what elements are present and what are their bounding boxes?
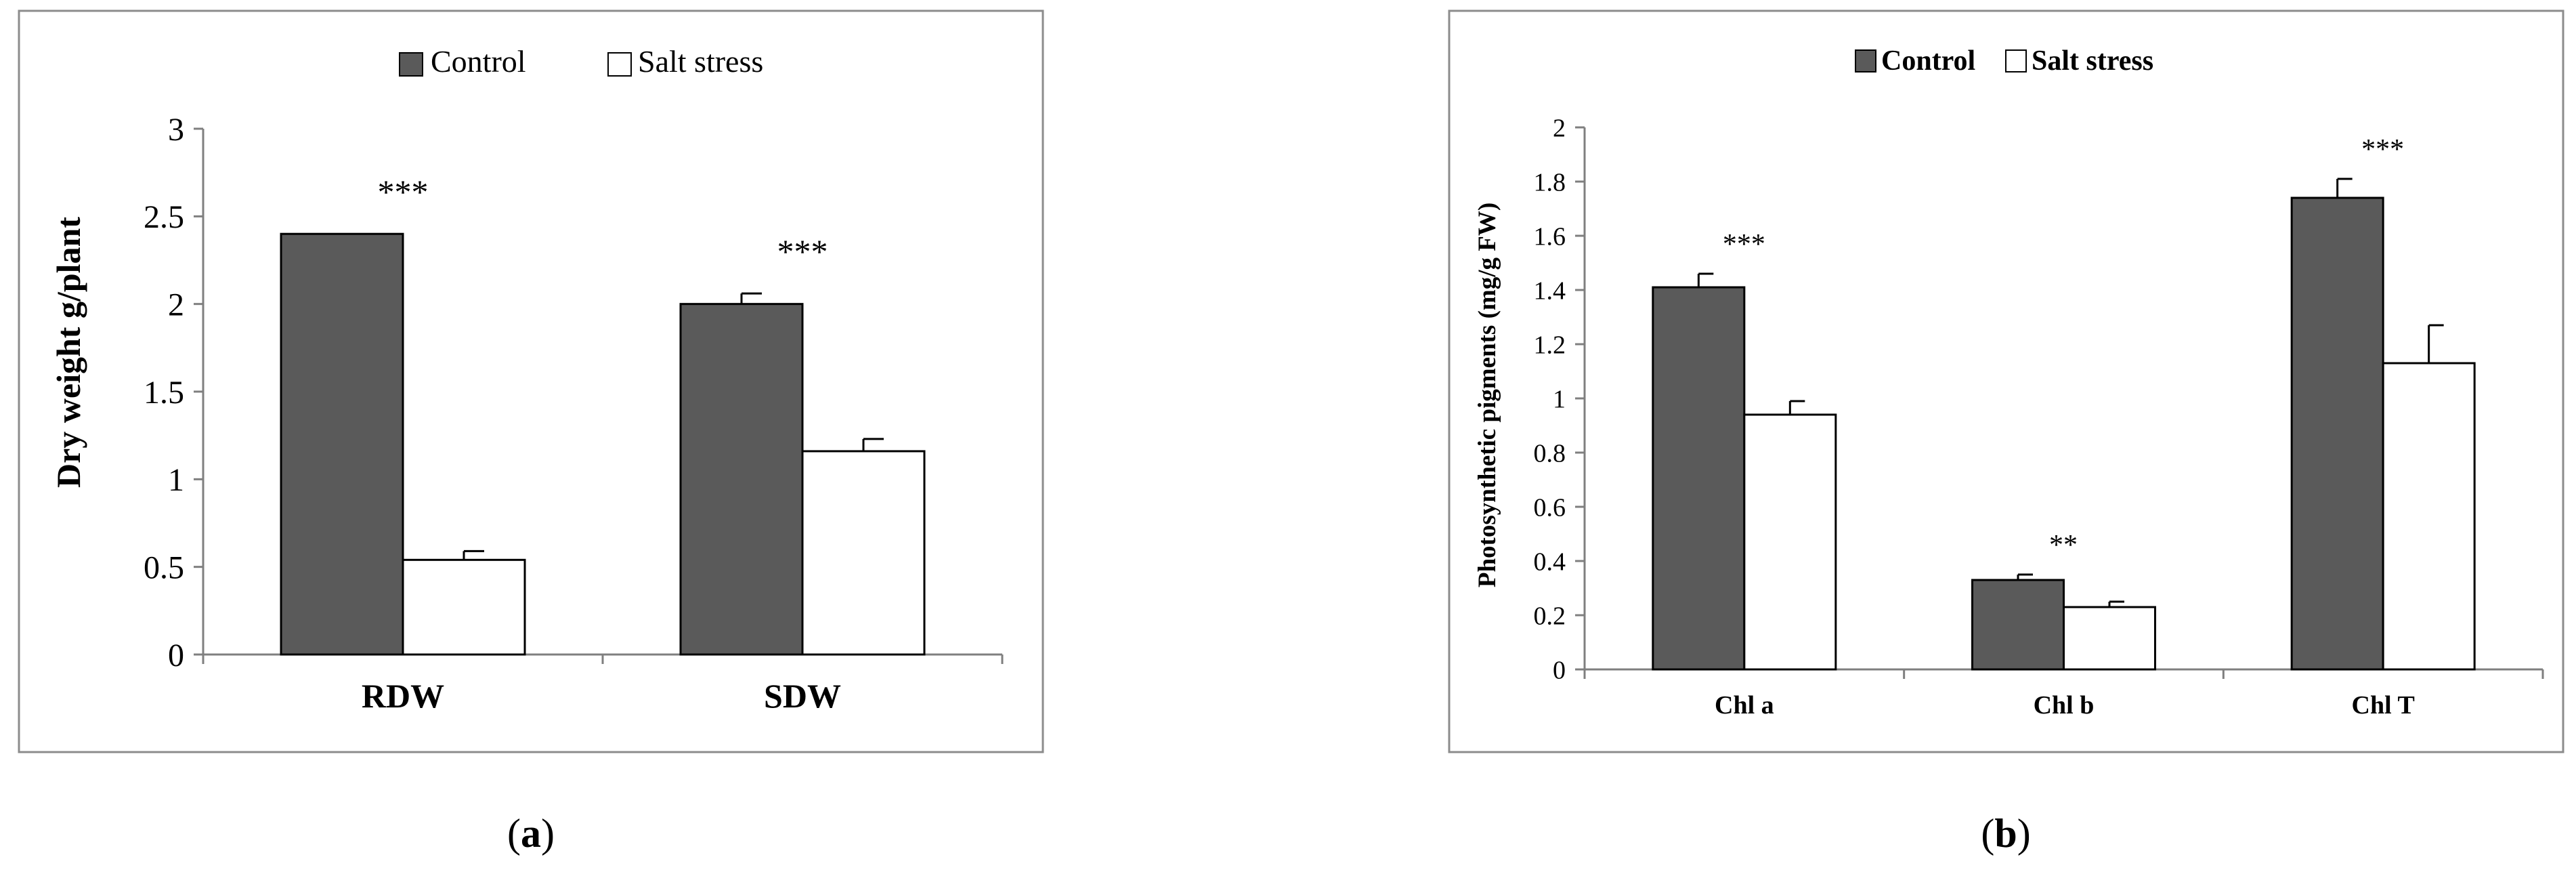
panel-b-y-tick-label: 0.8 — [1534, 439, 1566, 468]
panel-b-y-tick-label: 2 — [1553, 114, 1566, 142]
panel-b-y-tick-label: 1 — [1553, 385, 1566, 413]
panel-a-bar-control — [679, 303, 804, 656]
panel-b-bar-control — [1652, 286, 1746, 671]
panel-a-bar-salt-stress — [402, 558, 526, 656]
caption-a: (a) — [507, 811, 555, 856]
panel-b-bar-salt-stress — [1743, 413, 1837, 671]
panel-b-ylabel: Photosynthetic pigments (mg/g FW) — [1474, 203, 1501, 587]
panel-b-significance-label: ** — [2049, 530, 2078, 561]
legend-a-control-swatch — [399, 52, 423, 77]
panel-b-y-tick-label: 1.2 — [1534, 331, 1566, 359]
panel-b-y-tick-label: 0.2 — [1534, 602, 1566, 630]
panel-a-significance-label: *** — [378, 173, 429, 211]
panel-a-category-label: SDW — [764, 677, 841, 715]
panel-b-bar-control — [1971, 579, 2065, 671]
legend-a-salt-label: Salt stress — [638, 44, 763, 79]
legend-b-salt-swatch — [2005, 49, 2027, 72]
panel-b-y-tick-label: 0 — [1553, 656, 1566, 684]
panel-a-y-tick-label: 0 — [168, 638, 184, 673]
legend-b-control-label: Control — [1881, 45, 1975, 77]
panel-b-significance-label: *** — [1723, 229, 1765, 260]
panel-b-bar-salt-stress — [2063, 606, 2156, 671]
panel-b-category-label: Chl b — [2034, 691, 2095, 720]
panel-a-y-tick-label: 0.5 — [144, 549, 184, 585]
panel-a-bar-salt-stress — [801, 450, 926, 656]
panel-b-significance-label: *** — [2361, 134, 2404, 165]
panel-b-plot: 0 0.2 0.4 0.6 0.8 1 1.2 1.4 1.6 1.8 2 *** Chl a ** Chl… — [1534, 114, 2544, 720]
panel-a-y-tick-label: 2.5 — [144, 199, 184, 235]
panel-b-y-tick-label: 0.4 — [1534, 547, 1566, 576]
legend-a-control-label: Control — [431, 44, 526, 79]
panel-a-significance-label: *** — [777, 232, 828, 270]
panel-b-legend: Control Salt stress — [1855, 45, 2153, 77]
panel-a: Control Salt stress Dry weight g/plant 0… — [18, 9, 1044, 753]
panel-a-category-label: RDW — [362, 677, 444, 715]
panel-b: Control Salt stress Photosynthetic pigme… — [1448, 9, 2564, 753]
panel-a-y-tick-label: 2 — [168, 287, 184, 323]
panel-b-bar-control — [2290, 196, 2384, 671]
panel-a-bar-control — [280, 232, 404, 656]
panel-a-legend: Control Salt stress — [399, 44, 763, 79]
panel-b-y-tick-label: 1.6 — [1534, 222, 1566, 251]
panel-b-bar-salt-stress — [2382, 362, 2476, 671]
legend-b-control-swatch — [1855, 49, 1876, 72]
panel-b-category-label: Chl a — [1715, 691, 1774, 720]
caption-b: (b) — [1981, 811, 2030, 856]
panel-b-y-tick-label: 1.4 — [1534, 276, 1566, 305]
panel-a-y-tick-label: 3 — [168, 112, 184, 148]
panel-b-y-tick-label: 1.8 — [1534, 168, 1566, 196]
panel-a-plot: 0 0.5 1 1.5 2 2.5 3 *** RDW *** SDW — [144, 112, 1004, 715]
panel-a-y-tick-label: 1 — [168, 462, 184, 498]
panel-a-y-tick-label: 1.5 — [144, 375, 184, 411]
panel-b-category-label: Chl T — [2352, 691, 2415, 720]
legend-a-salt-swatch — [607, 52, 632, 77]
legend-b-salt-label: Salt stress — [2032, 45, 2153, 77]
panel-a-ylabel: Dry weight g/plant — [49, 217, 87, 488]
panel-b-y-tick-label: 0.6 — [1534, 493, 1566, 522]
